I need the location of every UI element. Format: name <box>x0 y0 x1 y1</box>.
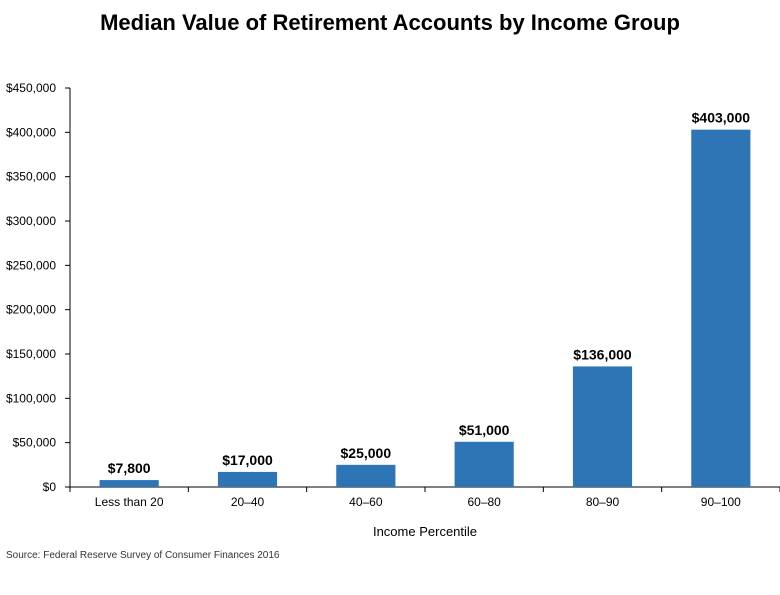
bar <box>691 129 751 487</box>
y-tick-label: $50,000 <box>13 436 57 450</box>
bars: $7,800 $17,000 $25,000 $51,000 $136,000 $403,… <box>99 110 751 487</box>
x-tick-label: 40–60 <box>349 495 383 509</box>
bar-value-label: $17,000 <box>222 452 273 468</box>
bar <box>217 471 278 487</box>
bar <box>572 366 633 487</box>
x-tick-label: 90–100 <box>701 495 741 509</box>
x-tick-label: 60–80 <box>467 495 501 509</box>
y-tick-label: $250,000 <box>6 258 56 272</box>
bar-value-label: $25,000 <box>341 445 392 461</box>
bar-value-label: $403,000 <box>692 110 751 126</box>
bar-value-label: $7,800 <box>108 460 151 476</box>
y-tick-label: $300,000 <box>6 214 56 228</box>
y-tick-label: $450,000 <box>6 81 56 95</box>
source-note: Source: Federal Reserve Survey of Consum… <box>6 550 280 561</box>
y-tick-label: $400,000 <box>6 125 56 139</box>
x-axis-title: Income Percentile <box>372 524 478 539</box>
y-tick-label: $150,000 <box>6 347 56 361</box>
y-tick-label: $0 <box>43 480 57 494</box>
x-tick-label: Less than 20 <box>95 495 164 509</box>
y-axis: $0 $50,000 $100,000 $150,000 $200,000 $250,00… <box>6 81 71 494</box>
bar <box>454 441 514 487</box>
bar <box>336 464 396 487</box>
bar-value-label: $51,000 <box>459 422 510 438</box>
bar <box>99 480 159 487</box>
bar-value-label: $136,000 <box>573 346 632 362</box>
y-tick-label: $350,000 <box>6 170 56 184</box>
x-tick-label: 80–90 <box>586 495 620 509</box>
x-tick-label: 20–40 <box>231 495 265 509</box>
y-tick-label: $200,000 <box>6 303 56 317</box>
chart-title: Median Value of Retirement Accounts by I… <box>100 10 680 35</box>
y-tick-label: $100,000 <box>6 391 56 405</box>
x-axis: Less than 20 20–40 40–60 60–80 80–90 90–100 <box>69 486 780 509</box>
